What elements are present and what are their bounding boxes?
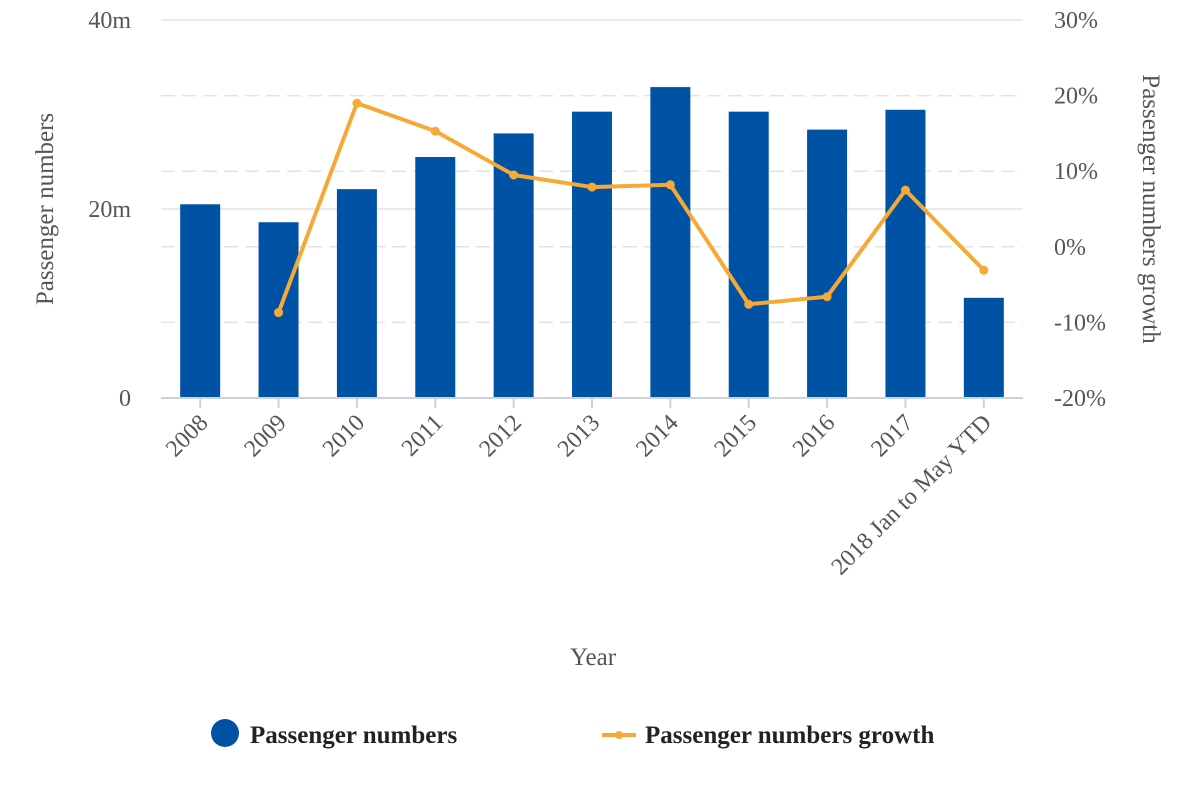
y-right-tick-label: 10% (1054, 159, 1098, 185)
bar-2008 (180, 204, 221, 398)
growth-point (509, 170, 519, 180)
bar-2014 (650, 87, 691, 398)
y-right-tick-label: -10% (1054, 310, 1106, 336)
bar-2010 (336, 189, 377, 398)
y-left-tick-label: 20m (88, 197, 131, 223)
legend-label-passenger-numbers: Passenger numbers (250, 722, 457, 749)
y-left-tick-label: 0 (119, 386, 131, 412)
bar-series-passenger-numbers (180, 87, 1004, 399)
legend-item-passenger-numbers[interactable]: Passenger numbers (211, 719, 457, 749)
bar-2015 (728, 111, 769, 398)
y-right-tick-label: 0% (1054, 235, 1086, 261)
x-tick-label: 2015 (710, 410, 762, 462)
x-tick-label: 2011 (397, 410, 449, 462)
y-right-tick-label: -20% (1054, 386, 1106, 412)
y-axis-right-title: Passenger numbers growth (1137, 74, 1164, 344)
growth-point (744, 299, 754, 309)
growth-point (979, 265, 989, 275)
x-tick-label: 2008 (161, 410, 213, 462)
bar-2017 (885, 109, 926, 399)
x-tick-label: 2018 Jan to May YTD (827, 410, 997, 580)
bar-2011 (415, 157, 456, 398)
legend-marker-point (615, 731, 623, 739)
x-tick-label: 2014 (631, 410, 683, 462)
growth-point (430, 126, 440, 136)
x-tick-label: 2017 (866, 410, 918, 462)
x-tick-label: 2010 (318, 410, 370, 462)
y-right-tick-label: 20% (1054, 84, 1098, 110)
x-tick-label: 2012 (475, 410, 527, 462)
line-series-passenger-numbers-growth (274, 98, 989, 318)
growth-line-path (276, 101, 986, 314)
legend-label-passenger-numbers-growth: Passenger numbers growth (645, 722, 934, 749)
y-right-tick-label: 30% (1054, 8, 1098, 34)
growth-point (274, 308, 284, 318)
bar-2013 (572, 111, 612, 398)
growth-point (900, 185, 910, 195)
legend-marker-bar (211, 719, 239, 747)
bar-2018 (963, 297, 1004, 398)
legend: Passenger numbers Passenger numbers grow… (211, 719, 934, 749)
bar-2016 (807, 129, 848, 398)
x-tick-label: 2009 (239, 410, 291, 462)
x-axis-title: Year (570, 644, 617, 671)
legend-item-passenger-numbers-growth[interactable]: Passenger numbers growth (602, 722, 934, 749)
y-axis-left-title: Passenger numbers (32, 113, 59, 305)
x-tick-label: 2016 (788, 410, 840, 462)
growth-point (822, 292, 832, 302)
y-left-tick-label: 40m (88, 8, 131, 34)
growth-point (587, 182, 597, 192)
growth-point (665, 180, 675, 190)
x-tick-label: 2013 (553, 410, 605, 462)
growth-point (352, 98, 362, 108)
